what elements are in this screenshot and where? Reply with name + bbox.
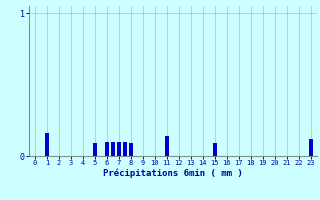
Bar	[129, 143, 133, 156]
Bar	[105, 142, 109, 156]
Bar	[111, 142, 115, 156]
Bar	[45, 133, 49, 156]
Bar	[117, 142, 121, 156]
X-axis label: Précipitations 6min ( mm ): Précipitations 6min ( mm )	[103, 169, 243, 178]
Bar	[213, 143, 217, 156]
Bar	[309, 139, 313, 156]
Bar	[123, 142, 127, 156]
Bar	[93, 143, 97, 156]
Bar	[165, 136, 169, 156]
